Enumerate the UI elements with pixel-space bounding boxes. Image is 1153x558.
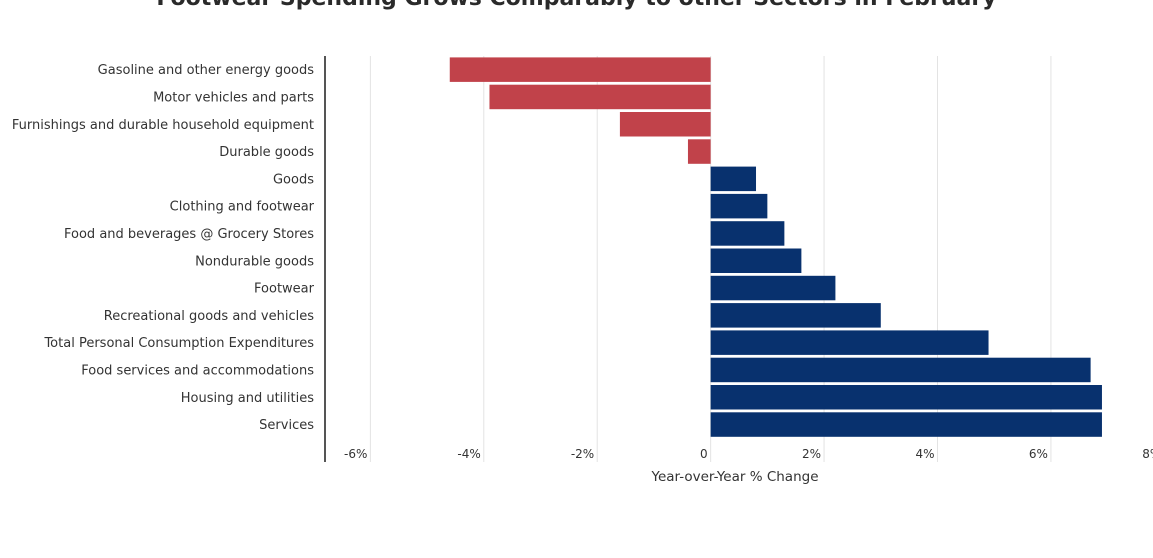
- x-tick-label: -4%: [457, 447, 480, 461]
- x-tick-label: 8%: [1142, 447, 1153, 461]
- category-label: Footwear: [254, 282, 315, 297]
- category-label: Total Personal Consumption Expenditures: [43, 336, 314, 351]
- bar: [449, 57, 711, 82]
- category-label: Gasoline and other energy goods: [98, 63, 315, 78]
- category-label: Services: [259, 418, 314, 433]
- bar: [710, 303, 881, 328]
- bar: [710, 275, 836, 301]
- chart-title: Footwear Spending Grows Comparably to ot…: [0, 0, 1153, 11]
- x-tick-label: -6%: [344, 447, 367, 461]
- bar: [710, 248, 802, 273]
- bar: [710, 166, 757, 192]
- x-tick-labels: -6% -4% -2% 0 2% 4% 6% 8%: [344, 447, 1153, 461]
- category-label: Food and beverages @ Grocery Stores: [64, 227, 314, 242]
- category-label: Furnishings and durable household equipm…: [12, 118, 314, 133]
- x-tick-label: 4%: [915, 447, 934, 461]
- bar: [710, 330, 989, 355]
- category-label: Recreational goods and vehicles: [104, 309, 314, 324]
- category-label: Motor vehicles and parts: [153, 90, 314, 105]
- x-tick-label: 0: [700, 447, 708, 461]
- bar: [710, 193, 768, 219]
- bar: [710, 221, 785, 246]
- category-label: Goods: [273, 172, 314, 187]
- x-tick-label: -2%: [571, 447, 594, 461]
- category-label: Housing and utilities: [181, 391, 314, 406]
- bar: [710, 412, 1102, 437]
- category-labels: Gasoline and other energy goods Motor veh…: [12, 63, 315, 433]
- bar: [687, 139, 711, 164]
- x-axis-title: Year-over-Year % Change: [650, 469, 818, 485]
- category-label: Nondurable goods: [195, 254, 314, 269]
- bar: [619, 112, 711, 137]
- bar: [489, 84, 711, 110]
- bar: [710, 385, 1102, 410]
- x-tick-label: 2%: [802, 447, 821, 461]
- x-tick-label: 6%: [1029, 447, 1048, 461]
- bar: [710, 357, 1091, 383]
- category-label: Durable goods: [219, 145, 314, 160]
- category-label: Clothing and footwear: [170, 200, 315, 215]
- category-label: Food services and accommodations: [81, 363, 314, 378]
- bars: [449, 57, 1102, 437]
